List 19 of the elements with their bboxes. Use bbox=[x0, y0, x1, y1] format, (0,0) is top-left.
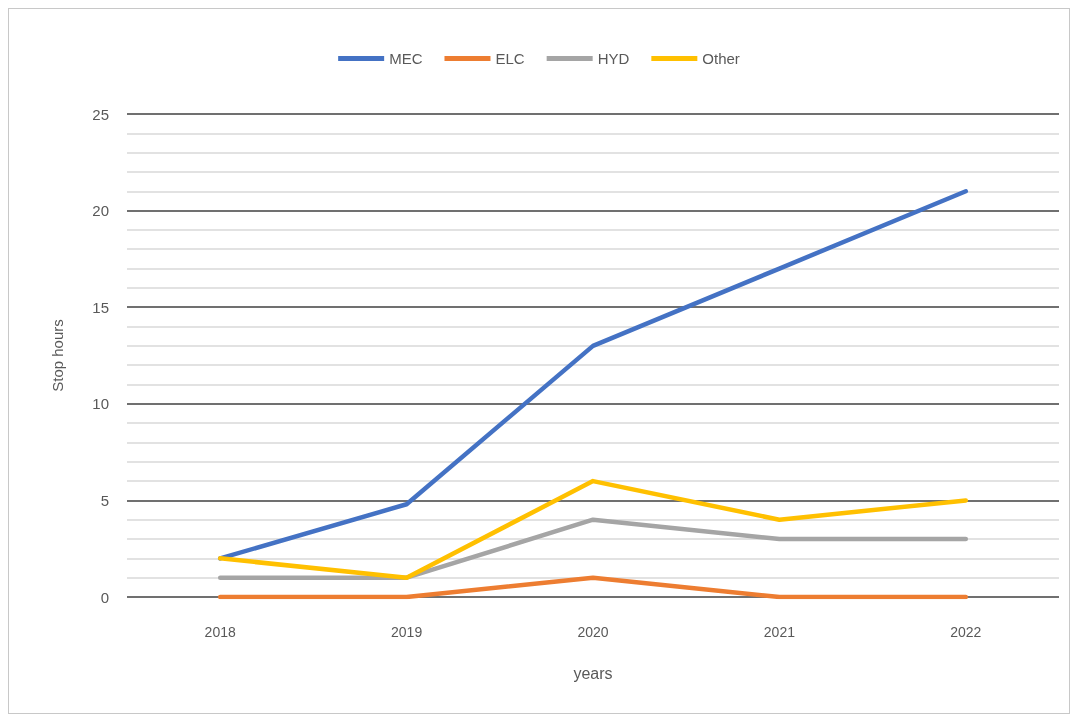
legend-label: HYD bbox=[597, 50, 630, 67]
x-tick-label: 2020 bbox=[577, 624, 609, 640]
y-tick-label: 10 bbox=[92, 395, 109, 413]
legend-label: MEC bbox=[389, 50, 423, 67]
x-tick-label: 2018 bbox=[204, 624, 236, 640]
x-tick-label: 2022 bbox=[950, 624, 982, 640]
y-tick-label: 5 bbox=[100, 491, 109, 509]
x-axis-title: years bbox=[573, 664, 613, 682]
x-tick-label: 2021 bbox=[763, 624, 796, 640]
x-tick-label: 2019 bbox=[391, 624, 423, 640]
y-tick-label: 20 bbox=[92, 202, 109, 220]
line-series bbox=[217, 189, 969, 561]
line-series bbox=[217, 478, 969, 580]
y-tick-label: 25 bbox=[92, 105, 109, 123]
legend-label: ELC bbox=[495, 50, 525, 67]
y-tick-label: 0 bbox=[100, 588, 109, 606]
y-axis-title: Stop hours bbox=[49, 319, 66, 392]
y-tick-label: 15 bbox=[92, 298, 109, 316]
legend-label: Other bbox=[702, 50, 740, 67]
